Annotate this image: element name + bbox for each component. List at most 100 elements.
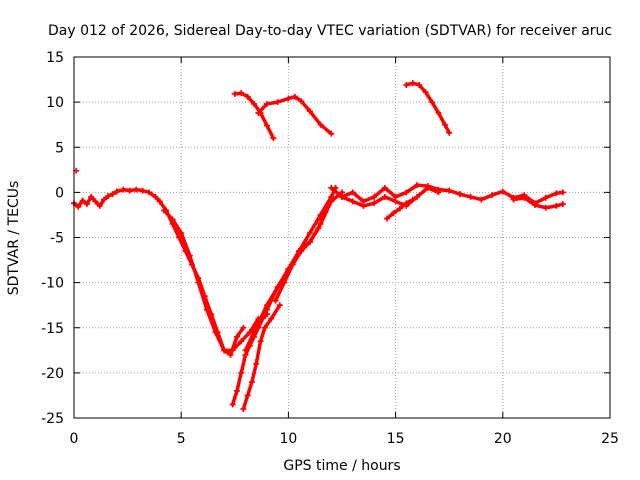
series-tail-a xyxy=(456,188,566,207)
data-point xyxy=(306,108,313,115)
data-point xyxy=(323,202,330,209)
series-line xyxy=(273,186,338,303)
data-point xyxy=(489,192,496,199)
data-point xyxy=(133,186,140,193)
data-point xyxy=(328,184,335,191)
data-point xyxy=(178,229,185,236)
data-point xyxy=(349,189,356,196)
y-axis-label: SDTVAR / TECUs xyxy=(6,181,22,296)
data-marks xyxy=(71,80,566,412)
series-arc-3 xyxy=(403,80,453,136)
x-tick-label: 15 xyxy=(387,431,405,447)
data-point xyxy=(231,91,238,98)
data-point xyxy=(240,324,247,331)
data-point xyxy=(270,135,277,142)
data-point xyxy=(510,196,517,203)
data-point xyxy=(146,189,153,196)
data-point xyxy=(244,392,251,399)
series-late-band-c xyxy=(384,196,416,222)
series-late-band-b xyxy=(339,184,442,209)
series-arc-1 xyxy=(231,90,277,142)
data-point xyxy=(456,191,463,198)
data-point xyxy=(238,338,245,345)
data-point xyxy=(242,347,249,354)
data-point xyxy=(409,196,416,203)
data-point xyxy=(403,200,410,207)
data-point xyxy=(268,315,275,322)
data-point xyxy=(441,121,448,128)
data-point xyxy=(233,333,240,340)
data-point xyxy=(195,279,202,286)
data-point xyxy=(238,369,245,376)
y-tick-label: -10 xyxy=(41,276,64,292)
data-point xyxy=(306,229,313,236)
data-point xyxy=(274,284,281,291)
data-point xyxy=(315,225,322,232)
y-tick-label: 10 xyxy=(46,95,64,111)
data-point xyxy=(113,188,120,195)
data-point xyxy=(238,90,245,97)
data-point xyxy=(233,387,240,394)
data-point xyxy=(403,81,410,88)
data-point xyxy=(139,187,146,194)
data-point xyxy=(317,121,324,128)
data-point xyxy=(101,196,108,203)
data-point xyxy=(339,193,345,200)
data-point xyxy=(414,182,421,189)
data-point xyxy=(96,202,103,209)
data-point xyxy=(92,198,99,205)
data-point xyxy=(79,197,86,204)
y-tick-label: 0 xyxy=(55,185,64,201)
data-point xyxy=(248,378,255,385)
data-point xyxy=(246,329,253,336)
data-point xyxy=(559,189,566,196)
data-point xyxy=(156,198,163,205)
data-point xyxy=(403,189,410,196)
data-point xyxy=(240,405,247,412)
data-point xyxy=(261,324,268,331)
series-plateau xyxy=(113,186,163,205)
series-descent-a xyxy=(156,198,247,358)
data-point xyxy=(521,194,528,201)
data-point xyxy=(105,192,112,199)
data-point xyxy=(251,100,258,107)
data-point xyxy=(120,186,127,193)
series-line xyxy=(340,186,441,208)
x-ticks: 0 5 10 15 20 25 xyxy=(70,57,619,447)
y-tick-label: -25 xyxy=(41,411,64,427)
data-point xyxy=(360,202,367,209)
grid xyxy=(74,57,610,418)
data-point xyxy=(467,193,474,200)
series-recovery-c xyxy=(272,184,339,304)
data-point xyxy=(424,184,431,191)
data-point xyxy=(542,204,549,211)
data-point xyxy=(435,109,442,116)
data-point xyxy=(446,129,453,136)
series-early-zero-band xyxy=(71,188,120,210)
chart-title: Day 012 of 2026, Sidereal Day-to-day VTE… xyxy=(48,23,612,39)
data-point xyxy=(416,81,423,88)
y-tick-label: 5 xyxy=(55,140,64,156)
data-point xyxy=(227,351,234,358)
x-axis-label: GPS time / hours xyxy=(283,458,400,474)
series-dip-spike-b xyxy=(240,302,283,412)
data-point xyxy=(276,302,283,309)
data-point xyxy=(289,261,296,268)
y-tick-label: 15 xyxy=(46,50,64,66)
data-point xyxy=(253,360,260,367)
data-point xyxy=(152,193,159,200)
data-point xyxy=(384,215,391,222)
data-point xyxy=(272,297,279,304)
data-point xyxy=(422,89,429,96)
y-tick-label: -15 xyxy=(41,321,64,337)
y-ticks: -25 -20 -15 -10 -5 0 5 10 15 xyxy=(41,50,610,427)
x-tick-label: 10 xyxy=(279,431,297,447)
data-point xyxy=(414,193,421,200)
data-point xyxy=(371,200,378,207)
data-point xyxy=(559,201,566,208)
data-point xyxy=(349,198,356,205)
data-point xyxy=(396,205,403,212)
data-point xyxy=(478,196,485,203)
data-point xyxy=(212,329,219,336)
